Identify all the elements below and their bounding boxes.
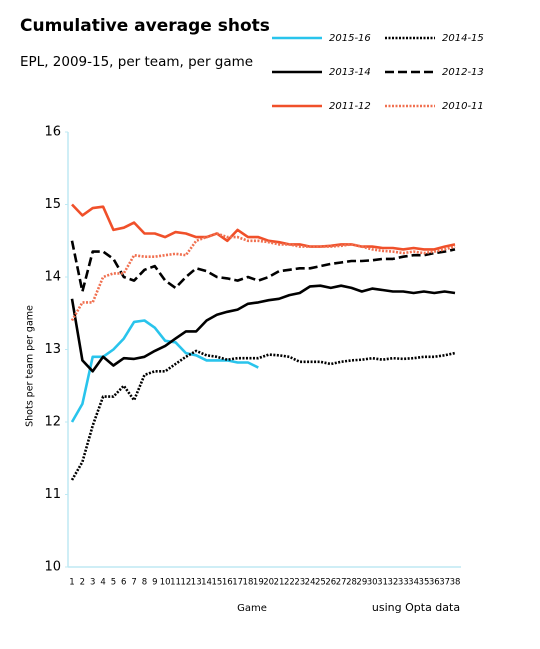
y-tick-label: 12	[44, 415, 61, 430]
x-tick-label: 24	[305, 578, 316, 588]
x-tick-label: 12	[180, 578, 191, 588]
x-tick-label: 4	[100, 578, 105, 588]
series-line	[70, 232, 456, 322]
x-tick-label: 1	[69, 578, 74, 588]
y-tick-label: 16	[44, 125, 61, 140]
x-tick-label: 13	[191, 578, 202, 588]
x-tick-label: 37	[439, 578, 450, 588]
x-tick-label: 15	[212, 578, 223, 588]
x-tick-label: 2	[80, 578, 85, 588]
y-tick-label: 14	[44, 270, 61, 285]
x-tick-label: 9	[152, 578, 157, 588]
x-tick-label: 28	[346, 578, 357, 588]
x-tick-label: 34	[408, 578, 419, 588]
x-axis-label: Game	[237, 603, 267, 614]
y-tick-label: 10	[44, 560, 61, 575]
legend-label: 2013-14	[329, 67, 371, 78]
y-tick-label: 13	[44, 342, 61, 357]
x-tick-label: 38	[450, 578, 461, 588]
y-tick-label: 11	[44, 487, 61, 502]
legend-label: 2014-15	[442, 33, 484, 44]
x-tick-label: 35	[419, 578, 430, 588]
x-tick-label: 6	[121, 578, 126, 588]
y-tick-label: 15	[44, 197, 61, 212]
x-tick-label: 7	[131, 578, 136, 588]
x-tick-label: 25	[315, 578, 326, 588]
legend-label: 2011-12	[329, 101, 371, 112]
x-tick-label: 21	[274, 578, 285, 588]
x-tick-label: 18	[243, 578, 254, 588]
series-line	[70, 284, 456, 373]
x-tick-label: 14	[201, 578, 212, 588]
x-tick-label: 10	[160, 578, 171, 588]
chart-subtitle: EPL, 2009-15, per team, per game	[20, 54, 253, 70]
x-tick-label: 20	[263, 578, 274, 588]
annotation: using Opta data	[372, 601, 460, 614]
x-tick-label: 33	[398, 578, 409, 588]
x-tick-label: 19	[253, 578, 264, 588]
x-tick-label: 8	[142, 578, 147, 588]
x-tick-label: 31	[377, 578, 388, 588]
legend-label: 2010-11	[442, 101, 484, 112]
chart-title: Cumulative average shots	[20, 16, 270, 36]
x-tick-label: 36	[429, 578, 440, 588]
x-tick-label: 22	[284, 578, 295, 588]
series-line	[70, 349, 456, 481]
x-tick-label: 23	[294, 578, 305, 588]
x-tick-label: 16	[222, 578, 233, 588]
y-axis-label: Shots per team per game	[25, 305, 36, 427]
legend-label: 2012-13	[442, 67, 484, 78]
x-tick-label: 26	[325, 578, 336, 588]
x-tick-label: 5	[111, 578, 116, 588]
x-tick-label: 3	[90, 578, 95, 588]
x-tick-label: 29	[356, 578, 367, 588]
x-tick-label: 32	[387, 578, 398, 588]
series-line	[71, 203, 456, 251]
legend-label: 2015-16	[329, 33, 371, 44]
x-tick-label: 11	[170, 578, 181, 588]
series-line	[70, 240, 456, 293]
x-tick-label: 30	[367, 578, 378, 588]
x-tick-label: 27	[336, 578, 347, 588]
x-tick-label: 17	[232, 578, 243, 588]
